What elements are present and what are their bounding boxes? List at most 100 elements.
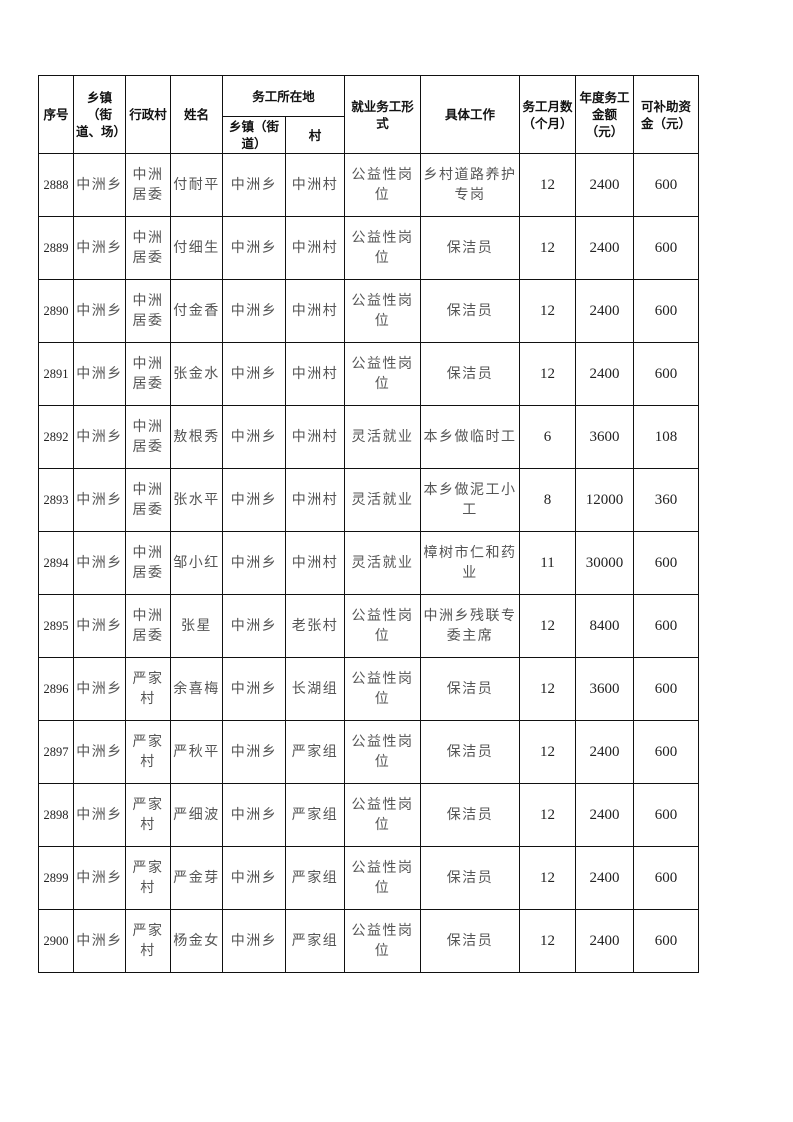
- cell-town: 中洲乡: [73, 216, 126, 280]
- cell-form: 公益性岗位: [344, 342, 422, 406]
- cell-months: 12: [519, 279, 577, 343]
- cell-job: 保洁员: [420, 279, 521, 343]
- cell-village: 严家村: [125, 909, 171, 973]
- cell-subsidy: 600: [633, 216, 700, 280]
- cell-work-village: 严家组: [284, 720, 346, 784]
- header-work-location: 务工所在地: [221, 75, 346, 117]
- header-subsidy: 可补助资金（元）: [633, 75, 700, 154]
- cell-village: 中洲居委: [125, 342, 171, 406]
- cell-subsidy: 360: [633, 468, 700, 532]
- cell-months: 12: [519, 594, 577, 658]
- cell-work-town: 中洲乡: [222, 342, 286, 406]
- cell-village: 中洲居委: [125, 153, 171, 217]
- header-row: 序号 乡镇（街道、场） 行政村 姓名 务工所在地 就业务工形式 具体工作 务工月…: [38, 75, 700, 154]
- cell-income: 12000: [575, 468, 635, 532]
- cell-job: 乡村道路养护专岗: [420, 153, 521, 217]
- cell-income: 2400: [575, 846, 635, 910]
- cell-form: 公益性岗位: [344, 783, 422, 847]
- table-row: 2895 中洲乡 中洲居委 张星 中洲乡 老张村 公益性岗位 中洲乡残联专委主席 12 8400 6…: [38, 594, 700, 658]
- cell-form: 公益性岗位: [344, 846, 422, 910]
- table-row: 2899 中洲乡 严家村 严金芽 中洲乡 严家组 公益性岗位 保洁员 12 2400 600: [38, 846, 700, 910]
- cell-name: 余喜梅: [170, 657, 223, 721]
- cell-form: 公益性岗位: [344, 279, 422, 343]
- table-row: 2892 中洲乡 中洲居委 敖根秀 中洲乡 中洲村 灵活就业 本乡做临时工 6 3600 108: [38, 405, 700, 469]
- cell-name: 严细波: [170, 783, 223, 847]
- cell-job: 本乡做泥工小工: [420, 468, 521, 532]
- cell-subsidy: 600: [633, 153, 700, 217]
- cell-village: 中洲居委: [125, 405, 171, 469]
- cell-work-town: 中洲乡: [222, 783, 286, 847]
- cell-subsidy: 600: [633, 909, 700, 973]
- cell-work-town: 中洲乡: [222, 216, 286, 280]
- header-seq: 序号: [38, 75, 74, 154]
- cell-income: 2400: [575, 720, 635, 784]
- cell-name: 付耐平: [170, 153, 223, 217]
- cell-subsidy: 600: [633, 531, 700, 595]
- cell-subsidy: 600: [633, 846, 700, 910]
- cell-seq: 2895: [38, 594, 74, 658]
- cell-name: 邹小红: [170, 531, 223, 595]
- cell-subsidy: 600: [633, 720, 700, 784]
- cell-months: 12: [519, 846, 577, 910]
- cell-work-town: 中洲乡: [222, 657, 286, 721]
- table-row: 2891 中洲乡 中洲居委 张金水 中洲乡 中洲村 公益性岗位 保洁员 12 2400 600: [38, 342, 700, 406]
- cell-seq: 2899: [38, 846, 74, 910]
- cell-months: 12: [519, 909, 577, 973]
- cell-income: 3600: [575, 657, 635, 721]
- cell-income: 8400: [575, 594, 635, 658]
- cell-town: 中洲乡: [73, 405, 126, 469]
- header-form: 就业务工形式: [344, 75, 422, 154]
- cell-seq: 2890: [38, 279, 74, 343]
- cell-village: 中洲居委: [125, 531, 171, 595]
- cell-town: 中洲乡: [73, 468, 126, 532]
- cell-work-village: 严家组: [284, 846, 346, 910]
- cell-seq: 2891: [38, 342, 74, 406]
- cell-work-village: 长湖组: [284, 657, 346, 721]
- cell-work-village: 严家组: [284, 783, 346, 847]
- header-income: 年度务工金额（元）: [575, 75, 635, 154]
- cell-work-town: 中洲乡: [222, 720, 286, 784]
- cell-form: 灵活就业: [344, 468, 422, 532]
- cell-seq: 2900: [38, 909, 74, 973]
- cell-income: 3600: [575, 405, 635, 469]
- cell-name: 付细生: [170, 216, 223, 280]
- cell-village: 严家村: [125, 720, 171, 784]
- cell-seq: 2896: [38, 657, 74, 721]
- table-row: 2894 中洲乡 中洲居委 邹小红 中洲乡 中洲村 灵活就业 樟树市仁和药业 11 30000 60…: [38, 531, 700, 595]
- cell-income: 2400: [575, 153, 635, 217]
- cell-subsidy: 108: [633, 405, 700, 469]
- cell-subsidy: 600: [633, 783, 700, 847]
- header-subrow: 乡镇（街道） 村: [39, 116, 699, 154]
- cell-town: 中洲乡: [73, 594, 126, 658]
- cell-subsidy: 600: [633, 594, 700, 658]
- cell-form: 公益性岗位: [344, 720, 422, 784]
- cell-village: 中洲居委: [125, 594, 171, 658]
- cell-seq: 2892: [38, 405, 74, 469]
- cell-name: 付金香: [170, 279, 223, 343]
- cell-income: 2400: [575, 342, 635, 406]
- cell-town: 中洲乡: [73, 909, 126, 973]
- cell-months: 12: [519, 657, 577, 721]
- header-town: 乡镇（街道、场）: [73, 75, 126, 154]
- table-row: 2896 中洲乡 严家村 余喜梅 中洲乡 长湖组 公益性岗位 保洁员 12 3600 600: [38, 657, 700, 721]
- cell-months: 6: [519, 405, 577, 469]
- cell-months: 12: [519, 720, 577, 784]
- cell-subsidy: 600: [633, 279, 700, 343]
- cell-income: 2400: [575, 909, 635, 973]
- table-row: 2900 中洲乡 严家村 杨金女 中洲乡 严家组 公益性岗位 保洁员 12 2400 600: [38, 909, 700, 973]
- cell-work-town: 中洲乡: [222, 846, 286, 910]
- cell-name: 张星: [170, 594, 223, 658]
- cell-name: 张金水: [170, 342, 223, 406]
- cell-name: 杨金女: [170, 909, 223, 973]
- header-work-village: 村: [284, 116, 346, 154]
- cell-months: 12: [519, 783, 577, 847]
- cell-work-village: 中洲村: [284, 531, 346, 595]
- cell-job: 保洁员: [420, 342, 521, 406]
- cell-form: 公益性岗位: [344, 216, 422, 280]
- cell-months: 12: [519, 216, 577, 280]
- cell-town: 中洲乡: [73, 783, 126, 847]
- cell-town: 中洲乡: [73, 846, 126, 910]
- cell-town: 中洲乡: [73, 720, 126, 784]
- cell-work-village: 中洲村: [284, 342, 346, 406]
- cell-job: 保洁员: [420, 720, 521, 784]
